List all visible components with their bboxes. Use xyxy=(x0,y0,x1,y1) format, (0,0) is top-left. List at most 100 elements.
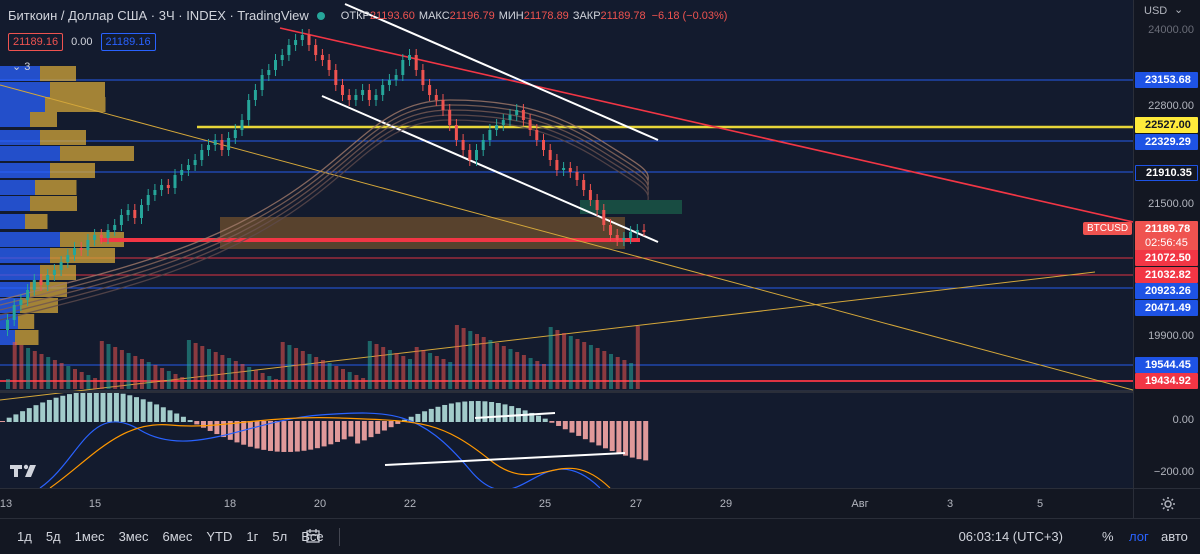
volume-bar xyxy=(314,357,319,389)
price-label: 21032.82 xyxy=(1135,267,1198,283)
volume-profile-bar-gold xyxy=(40,130,86,145)
time-tick: 15 xyxy=(88,498,102,510)
candle-body xyxy=(79,248,83,250)
volume-bar xyxy=(341,369,345,389)
macd-histogram-bar xyxy=(335,421,340,442)
macd-histogram-bar xyxy=(100,391,106,422)
time-tick: 29 xyxy=(719,498,733,510)
macd-histogram-bar xyxy=(160,407,166,422)
timeframe-button[interactable]: 1г xyxy=(246,529,259,544)
log-toggle[interactable]: лог xyxy=(1129,529,1149,544)
macd-histogram-bar xyxy=(127,395,133,422)
volume-bar xyxy=(575,339,580,389)
moving-average-line xyxy=(0,114,649,316)
macd-tick: −200.00 xyxy=(1153,466,1194,478)
macd-histogram-bar xyxy=(80,391,86,422)
volume-bar xyxy=(307,354,312,389)
clock-timezone[interactable]: 06:03:14 (UTC+3) xyxy=(958,529,1063,544)
volume-bar xyxy=(548,327,553,389)
bottom-toolbar: 1д 5д 1мес 3мес 6мес YTD 1г 5л Все xyxy=(0,518,1200,554)
timeframe-button[interactable]: 3мес xyxy=(118,529,149,544)
volume-bar xyxy=(247,367,252,389)
toolbar-divider xyxy=(338,527,340,546)
macd-histogram-bar xyxy=(321,421,327,447)
volume-bar xyxy=(12,342,17,389)
timeframe-button[interactable]: 1мес xyxy=(74,529,105,544)
timeframe-button[interactable]: 6мес xyxy=(162,529,193,544)
candle-body xyxy=(93,235,97,240)
candle-body xyxy=(401,60,405,75)
change-value: −6.18 (−0.03%) xyxy=(651,9,728,22)
candle-body xyxy=(595,200,599,210)
open-label: ОТКР xyxy=(340,9,370,22)
price-scale[interactable]: USD ⌄ 24000.00 22800.00 21500.00 19900.0… xyxy=(1133,0,1200,488)
moving-average-line xyxy=(0,119,649,321)
timeframe-button[interactable]: 5д xyxy=(45,529,61,544)
candle-body xyxy=(314,45,318,55)
price-tick: 24000.00 xyxy=(1148,24,1194,36)
axis-settings[interactable] xyxy=(1133,488,1200,518)
volume-profile-bar-blue xyxy=(0,112,30,127)
candle-body xyxy=(300,35,304,40)
volume-bar xyxy=(133,356,138,389)
macd-histogram-bar xyxy=(395,421,401,424)
macd-histogram-bar xyxy=(134,397,139,422)
volume-profile-bar-blue xyxy=(0,82,50,97)
volume-bar xyxy=(568,336,573,389)
volume-profile-bar-gold xyxy=(15,330,39,345)
candle-body xyxy=(233,130,237,138)
currency-label[interactable]: USD xyxy=(1144,5,1168,17)
last-price-label: 21189.78 xyxy=(1135,221,1198,237)
chart-area[interactable]: Биткоин / Доллар США · 3Ч · INDEX · Trad… xyxy=(0,0,1133,488)
macd-histogram-bar xyxy=(247,421,253,447)
volume-profile-bar-blue xyxy=(0,282,30,297)
candle-body xyxy=(441,100,445,110)
volume-bar xyxy=(401,356,406,389)
volume-profile-bar-blue xyxy=(0,66,40,81)
candle-body xyxy=(334,70,338,85)
volume-bar xyxy=(602,351,607,389)
macd-histogram-bar xyxy=(214,421,220,435)
timeframe-button[interactable]: YTD xyxy=(206,529,233,544)
macd-histogram-bar xyxy=(469,401,474,422)
auto-toggle[interactable]: авто xyxy=(1161,529,1188,544)
volume-bar xyxy=(434,356,439,389)
macd-histogram-bar xyxy=(46,399,52,422)
candle-body xyxy=(508,115,512,120)
sell-price-button[interactable]: 21189.16 xyxy=(8,33,64,51)
chart-canvas[interactable] xyxy=(0,0,1133,488)
macd-histogram-bar xyxy=(629,421,635,458)
timeframe-button[interactable]: 5л xyxy=(272,529,288,544)
candle-body xyxy=(548,150,552,160)
volume-bar xyxy=(126,353,131,389)
timeframe-button[interactable]: 1д xyxy=(17,529,32,544)
candle-body xyxy=(347,95,351,100)
calendar-range-icon[interactable] xyxy=(305,527,323,548)
volume-bar xyxy=(387,350,392,389)
volume-bar xyxy=(66,366,71,389)
volume-bar xyxy=(327,363,332,389)
percent-toggle[interactable]: % xyxy=(1102,529,1114,544)
macd-histogram-bar xyxy=(422,411,428,422)
time-axis[interactable]: 13 15 18 20 22 25 27 29 Авг 3 5 xyxy=(0,488,1133,518)
volume-bar xyxy=(468,331,473,389)
candle-body xyxy=(327,60,331,70)
candle-body xyxy=(280,55,284,60)
volume-bar xyxy=(146,362,151,389)
gear-icon[interactable] xyxy=(1160,496,1176,512)
macd-histogram-bar xyxy=(194,421,200,425)
macd-histogram-bar xyxy=(201,421,206,428)
macd-histogram-bar xyxy=(582,421,588,440)
macd-histogram-bar xyxy=(636,421,642,460)
indicators-toggle[interactable]: ⌄ 3 xyxy=(12,60,30,73)
volume-bar xyxy=(180,377,185,389)
macd-histogram-bar xyxy=(67,394,72,422)
macd-histogram-bar xyxy=(475,401,481,422)
macd-histogram-bar xyxy=(576,421,582,436)
volume-bar xyxy=(475,334,479,389)
candle-body xyxy=(609,225,612,235)
volume-profile-bar-gold xyxy=(30,112,57,127)
volume-profile-bar-gold xyxy=(35,180,77,195)
symbol-title[interactable]: Биткоин / Доллар США · 3Ч · INDEX · Trad… xyxy=(8,8,309,23)
buy-price-button[interactable]: 21189.16 xyxy=(100,33,156,51)
